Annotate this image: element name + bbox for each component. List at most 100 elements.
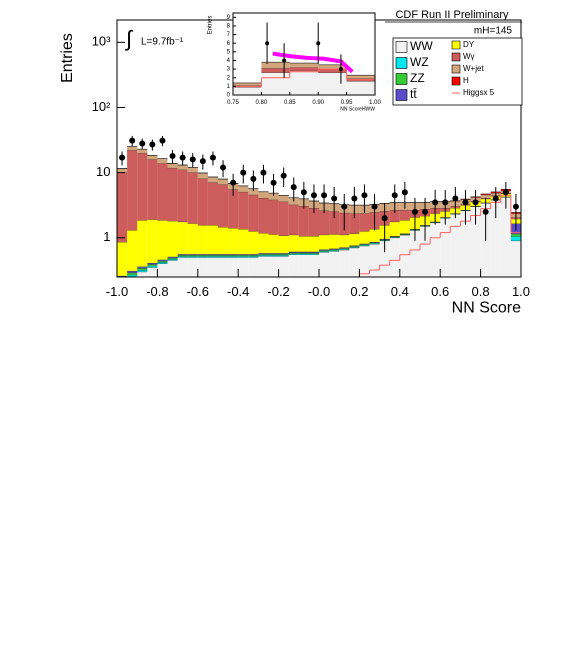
bar-segment bbox=[268, 199, 279, 235]
bar-segment bbox=[207, 254, 218, 256]
bar-segment bbox=[329, 250, 340, 252]
bar-segment bbox=[197, 225, 208, 255]
x-tick-label: 1.00 bbox=[369, 100, 381, 106]
luminosity: L=9.7fb⁻¹ bbox=[141, 37, 184, 48]
bar-segment bbox=[167, 260, 178, 277]
bar-segment bbox=[127, 230, 138, 271]
bar-segment bbox=[228, 256, 239, 258]
plot-frame bbox=[232, 12, 376, 96]
bar-segment bbox=[278, 256, 289, 277]
bar-segment bbox=[228, 228, 239, 255]
legend-label: tt̄ bbox=[410, 87, 417, 101]
y-tick-label: 1 bbox=[103, 229, 110, 244]
bar-segment bbox=[228, 255, 239, 257]
data-point bbox=[179, 154, 186, 161]
bar-segment bbox=[298, 254, 309, 277]
bar-segment bbox=[261, 68, 290, 73]
bar-segment bbox=[233, 87, 262, 95]
x-axis-label: NN Score bbox=[452, 299, 521, 316]
bar-segment bbox=[207, 255, 218, 257]
bar-segment bbox=[127, 270, 138, 273]
bar-segment bbox=[197, 256, 208, 258]
bar-segment bbox=[258, 254, 269, 256]
y-tick-label: 7 bbox=[227, 32, 231, 38]
bar-segment bbox=[346, 75, 375, 79]
bar-segment bbox=[339, 247, 350, 249]
bar-segment bbox=[127, 274, 138, 277]
bar-segment bbox=[268, 253, 279, 255]
bar-segment bbox=[248, 255, 259, 257]
bar-segment bbox=[238, 191, 249, 230]
bar-segment bbox=[308, 251, 319, 253]
bar-segment bbox=[187, 223, 198, 255]
bar-segment bbox=[389, 210, 400, 222]
bar-segment bbox=[147, 267, 158, 277]
bar-segment bbox=[238, 229, 249, 255]
y-tick-label: 1 bbox=[227, 84, 231, 90]
data-point bbox=[189, 156, 196, 163]
data-point bbox=[310, 192, 317, 199]
bar-segment bbox=[318, 64, 347, 70]
bar-segment bbox=[187, 255, 198, 257]
data-point bbox=[290, 184, 297, 191]
bar-segment bbox=[248, 256, 259, 258]
bar-segment bbox=[258, 256, 269, 277]
bar-segment bbox=[137, 266, 148, 269]
x-tick-label: 0.85 bbox=[284, 100, 296, 106]
bar-segment bbox=[268, 255, 279, 257]
bar-segment bbox=[298, 251, 309, 253]
data-point bbox=[250, 175, 257, 182]
y-tick-label: 6 bbox=[227, 41, 231, 47]
bar-segment bbox=[500, 197, 511, 277]
bar-segment bbox=[157, 158, 168, 164]
data-point bbox=[260, 169, 267, 176]
x-tick-label: -0.0 bbox=[308, 284, 330, 299]
bar-segment bbox=[167, 259, 178, 261]
bar-segment bbox=[308, 252, 319, 254]
bar-segment bbox=[117, 279, 127, 283]
bar-segment bbox=[177, 221, 188, 255]
bar-segment bbox=[399, 210, 410, 221]
bar-segment bbox=[167, 256, 178, 258]
bar-segment bbox=[228, 254, 239, 256]
bar-segment bbox=[420, 226, 431, 277]
bar-segment bbox=[137, 270, 148, 272]
x-tick-label: 0.80 bbox=[256, 100, 268, 106]
bar-segment bbox=[369, 229, 380, 243]
bar-segment bbox=[510, 236, 521, 241]
signal-curve bbox=[272, 51, 354, 74]
bar-segment bbox=[187, 257, 198, 277]
bar-segment bbox=[197, 173, 208, 179]
bar-segment bbox=[268, 234, 279, 254]
bar-segment bbox=[258, 197, 269, 234]
bar-segment bbox=[218, 254, 229, 256]
bar-segment bbox=[349, 245, 360, 247]
y-tick-label: 4 bbox=[227, 58, 231, 64]
bar-segment bbox=[480, 194, 491, 199]
bar-segment bbox=[369, 242, 380, 244]
bar-segment bbox=[389, 237, 400, 277]
data-point bbox=[220, 164, 227, 171]
y-axis-label: Entries bbox=[59, 33, 76, 83]
bar-segment bbox=[359, 231, 370, 244]
legend-label: ZZ bbox=[410, 71, 425, 85]
data-point bbox=[442, 199, 449, 206]
bar-segment bbox=[288, 234, 299, 252]
bar-segment bbox=[450, 214, 461, 277]
bar-segment bbox=[228, 189, 239, 229]
bar-segment bbox=[177, 255, 188, 257]
bar-segment bbox=[137, 220, 148, 267]
bar-segment bbox=[318, 69, 347, 73]
y-tick-label: 10³ bbox=[92, 34, 111, 49]
y-tick-label: 2 bbox=[227, 75, 231, 81]
bar-segment bbox=[117, 281, 127, 284]
bar-segment bbox=[117, 172, 128, 243]
bar-segment bbox=[177, 169, 188, 222]
data-point bbox=[411, 208, 418, 215]
legend-swatch bbox=[395, 89, 408, 101]
bar-segment bbox=[329, 248, 340, 250]
bar-segment bbox=[167, 167, 178, 221]
data-point bbox=[331, 195, 338, 202]
y-tick-label: 3 bbox=[227, 67, 231, 73]
